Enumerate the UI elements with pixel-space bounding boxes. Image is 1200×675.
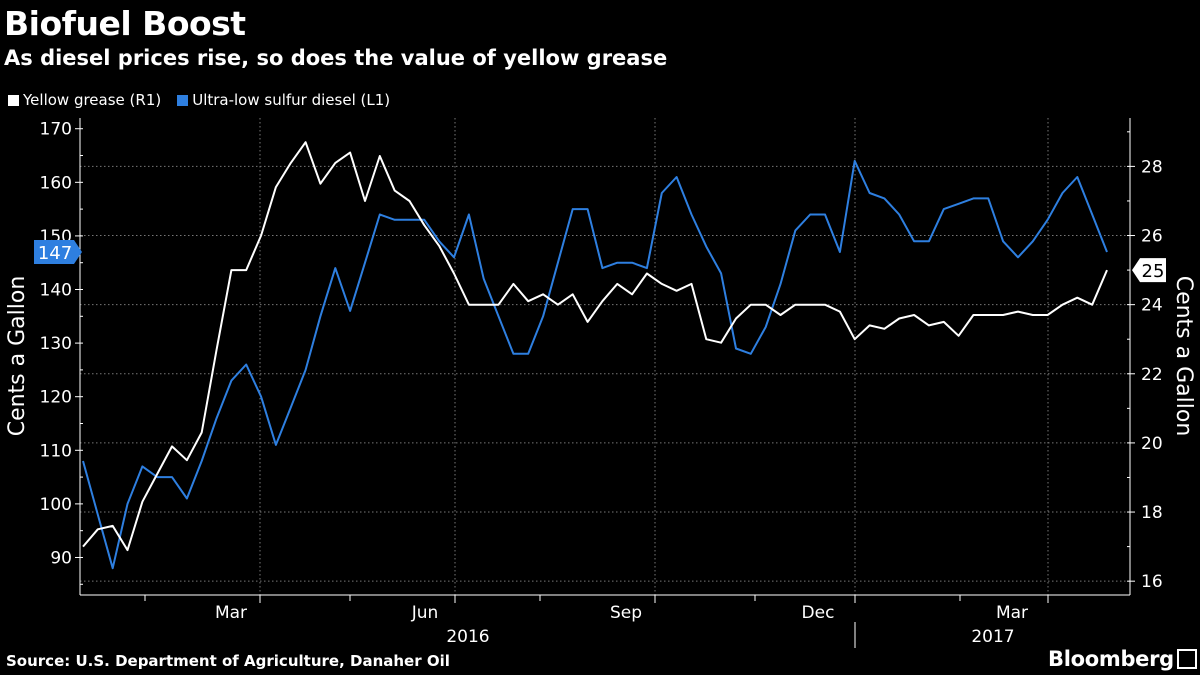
- x-month-label: Mar: [996, 603, 1028, 623]
- right-tick-label: 24: [1141, 296, 1163, 316]
- left-tick-label: 120: [40, 388, 72, 408]
- left-tick-label: 90: [50, 548, 72, 568]
- left-current-value: 147: [38, 243, 72, 264]
- x-month-label: Mar: [215, 603, 247, 623]
- right-current-flag: [1132, 258, 1166, 283]
- left-tick-label: 110: [40, 441, 72, 461]
- left-tick-label: 140: [40, 281, 72, 301]
- right-tick-label: 22: [1141, 365, 1163, 385]
- left-tick-label: 100: [40, 495, 72, 515]
- x-year-label: 2017: [971, 627, 1014, 647]
- x-month-label: Dec: [802, 603, 835, 623]
- right-current-value: 25: [1142, 261, 1165, 282]
- left-axis-title: Cents a Gallon: [5, 276, 30, 437]
- left-tick-label: 130: [40, 334, 72, 354]
- legend-swatch-yellow-grease: [8, 94, 19, 106]
- x-month-label: Jun: [411, 603, 439, 623]
- chart-subtitle: As diesel prices rise, so does the value…: [4, 46, 668, 70]
- x-month-label: Sep: [610, 603, 642, 623]
- series-line-yellow-grease: [82, 141, 1108, 552]
- brand-icon: [1177, 649, 1197, 669]
- legend-swatch-diesel: [177, 94, 189, 106]
- right-tick-label: 18: [1141, 503, 1163, 523]
- left-tick-label: 160: [40, 173, 72, 193]
- right-tick-label: 20: [1141, 434, 1163, 454]
- legend-item-diesel: Ultra-low sulfur diesel (L1): [177, 91, 390, 109]
- right-tick-label: 28: [1141, 157, 1163, 177]
- left-current-flag: [34, 239, 82, 264]
- right-tick-label: 16: [1141, 572, 1163, 592]
- source-note: Source: U.S. Department of Agriculture, …: [6, 652, 450, 670]
- chart-title: Biofuel Boost: [4, 4, 246, 43]
- brand-logo: Bloomberg: [1048, 647, 1174, 671]
- right-axis-title: Cents a Gallon: [1171, 276, 1196, 437]
- right-tick-label: 26: [1141, 227, 1163, 247]
- series-line-diesel: [82, 159, 1108, 570]
- legend-label-yellow-grease: Yellow grease (R1): [23, 91, 162, 109]
- legend-label-diesel: Ultra-low sulfur diesel (L1): [192, 91, 391, 109]
- left-tick-label: 170: [40, 120, 72, 140]
- legend-item-yellow-grease: Yellow grease (R1): [8, 91, 161, 109]
- legend: Yellow grease (R1) Ultra-low sulfur dies…: [8, 91, 390, 109]
- x-year-label: 2016: [446, 627, 489, 647]
